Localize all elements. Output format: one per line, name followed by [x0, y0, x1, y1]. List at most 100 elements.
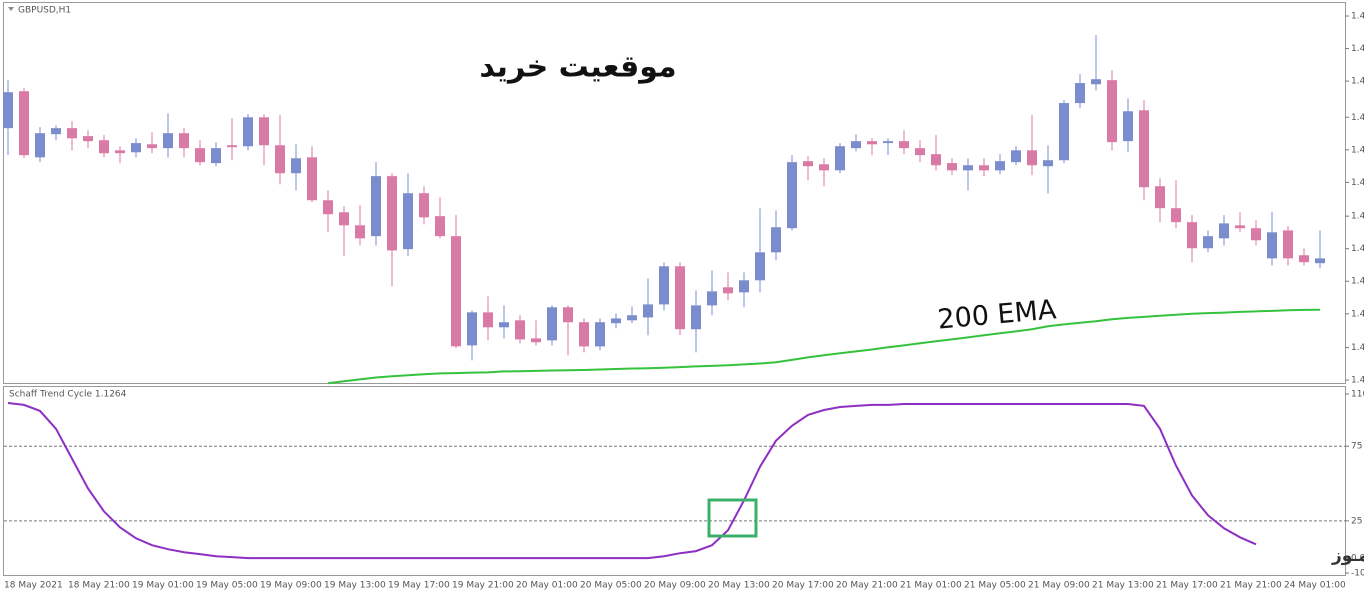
candle-body: [435, 216, 445, 237]
x-tick-label: 19 May 13:00: [324, 581, 386, 591]
x-tick-label: 21 May 01:00: [900, 581, 962, 591]
candle-body: [1203, 236, 1213, 249]
candle-body: [1011, 150, 1021, 163]
indicator-panel: [3, 386, 1346, 576]
candle-body: [1267, 232, 1277, 259]
y-tick-label: 25: [1351, 516, 1362, 526]
x-tick-label: 21 May 13:00: [1092, 581, 1154, 591]
candle-body: [947, 163, 957, 171]
y-tick-label: 0.00: [1351, 554, 1364, 564]
y-tick-label: 1.41590: [1351, 212, 1364, 222]
y-tick-label: 1.42000: [1351, 113, 1364, 123]
ema-line: [327, 308, 1321, 385]
x-tick-label: 20 May 01:00: [516, 581, 578, 591]
x-tick-label: 19 May 01:00: [132, 581, 194, 591]
candle-body: [1235, 225, 1245, 229]
x-tick-label: 20 May 09:00: [644, 581, 706, 591]
price-panel: [3, 2, 1346, 384]
candle-body: [1171, 208, 1181, 223]
candle-body: [451, 236, 461, 347]
candle-body: [819, 164, 829, 171]
candle-body: [467, 312, 477, 346]
candle-body: [99, 140, 109, 154]
candle-body: [1139, 110, 1149, 188]
candle-body: [1155, 186, 1165, 209]
candle-body: [755, 252, 765, 281]
candle-body: [1059, 103, 1069, 161]
candle-body: [931, 154, 941, 166]
candle-body: [867, 141, 877, 145]
candle-body: [531, 338, 541, 343]
x-tick-label: 24 May 01:00: [1284, 581, 1346, 591]
candle-body: [115, 150, 125, 154]
x-tick-label: 19 May 17:00: [388, 581, 450, 591]
candle-body: [707, 291, 717, 306]
candle-body: [483, 312, 493, 328]
candle-body: [307, 157, 317, 201]
candle-body: [515, 320, 525, 340]
candle-body: [339, 212, 349, 226]
x-tick-label: 18 May 2021: [4, 581, 63, 591]
x-tick-label: 19 May 05:00: [196, 581, 258, 591]
watermark: انتشار در وبسایت سـود آمـوز: [1331, 544, 1364, 566]
y-tick-label: 1.42150: [1351, 77, 1364, 87]
candle-body: [179, 133, 189, 149]
candle-body: [1283, 230, 1293, 259]
candle-body: [1251, 228, 1261, 241]
candle-body: [1075, 83, 1085, 104]
y-tick-label: 75: [1351, 442, 1362, 452]
candle-body: [1315, 258, 1325, 264]
candle-body: [627, 315, 637, 321]
candle-body: [915, 148, 925, 156]
y-tick-label: 1.41730: [1351, 178, 1364, 188]
candle-body: [371, 176, 381, 237]
candle-body: [899, 141, 909, 149]
candle-body: [547, 307, 557, 341]
highlight-box: [707, 498, 758, 538]
candle-body: [403, 193, 413, 250]
candle-body: [275, 145, 285, 174]
candle-body: [1043, 160, 1053, 167]
candle-body: [787, 162, 797, 229]
candle-body: [723, 287, 733, 294]
y-tick-label: 1.42285: [1351, 44, 1364, 54]
indicator-title: Schaff Trend Cycle 1.1264: [9, 390, 127, 400]
candle-body: [291, 158, 301, 174]
x-tick-label: 20 May 21:00: [836, 581, 898, 591]
candle-body: [211, 148, 221, 164]
candle-body: [1187, 222, 1197, 249]
candle-body: [995, 161, 1005, 171]
x-tick-label: 21 May 05:00: [964, 581, 1026, 591]
candle-body: [835, 146, 845, 171]
x-tick-label: 19 May 21:00: [452, 581, 514, 591]
candle-body: [387, 176, 397, 251]
annotation: موقعیت خرید: [479, 50, 676, 85]
candle-body: [691, 305, 701, 330]
candle-body: [595, 322, 605, 347]
symbol-title: GBPUSD,H1: [18, 6, 71, 16]
candle-body: [499, 322, 509, 328]
y-tick-label: 1.42420: [1351, 12, 1364, 22]
candle-body: [3, 92, 13, 129]
candle-body: [659, 266, 669, 305]
x-tick-label: 20 May 13:00: [708, 581, 770, 591]
candle-body: [243, 117, 253, 147]
candle-body: [259, 117, 269, 146]
candle-body: [323, 200, 333, 215]
candle-body: [419, 193, 429, 218]
candle-body: [851, 141, 861, 149]
candle-body: [131, 143, 141, 153]
candle-body: [1219, 223, 1229, 239]
candle-body: [19, 91, 29, 156]
candle-body: [963, 165, 973, 171]
y-tick-label: 1.40910: [1351, 376, 1364, 386]
candle-body: [147, 144, 157, 149]
candle-body: [35, 133, 45, 158]
candle-body: [883, 141, 893, 144]
candle-body: [739, 280, 749, 293]
stc-line: [7, 402, 1257, 560]
candle-body: [979, 165, 989, 171]
menu-arrow[interactable]: [8, 7, 14, 11]
candle-body: [195, 148, 205, 163]
